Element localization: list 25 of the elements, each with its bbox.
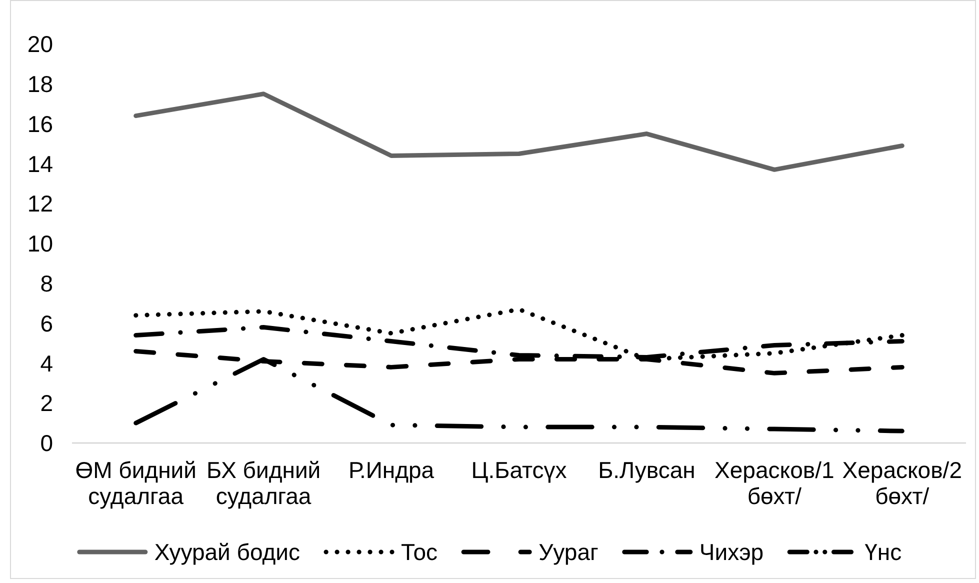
legend-label: Чихэр [699,539,764,566]
y-tick-label: 4 [40,350,54,376]
x-tick-label: Херасков/2 бөхт/ [842,457,962,509]
x-tick-label: ӨМ бидний судалгаа [75,457,196,509]
y-tick-label: 16 [27,110,53,137]
y-tick-label: 6 [40,310,53,336]
legend-label: Тос [401,539,438,566]
line-series [134,307,904,362]
y-tick-label: 18 [27,70,53,97]
y-tick-label: 10 [27,230,53,257]
x-tick-label: Херасков/1 бөхт/ [714,457,834,509]
y-tick-label: 8 [40,270,53,296]
y-tick-label: 2 [40,390,53,416]
y-tick-label: 14 [27,150,54,177]
x-tick-label: БХ бидний судалгаа [206,457,321,509]
legend-label: Хуурай бодис [154,539,300,566]
y-tick-label: 0 [40,430,53,456]
x-tick-label: Ц.Батсүх [471,457,568,483]
legend-label: Уураг [538,539,598,566]
y-tick-label: 20 [27,31,53,58]
x-tick-label: Р.Индра [348,457,434,483]
legend-label: Үнс [864,539,902,566]
x-tick-label: Б.Лувсан [598,457,696,483]
y-tick-label: 12 [27,190,53,217]
line-series [134,92,904,172]
